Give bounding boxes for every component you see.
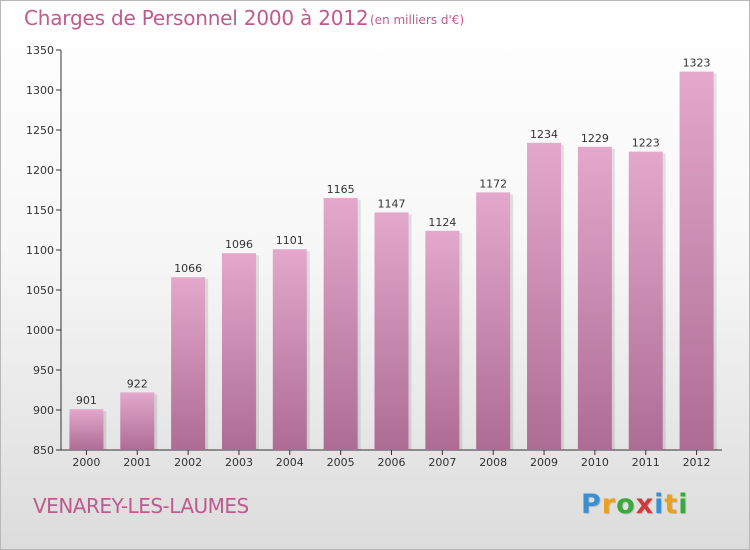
x-tick-label: 2006 bbox=[378, 456, 406, 469]
x-tick-label: 2005 bbox=[327, 456, 355, 469]
x-tick-label: 2010 bbox=[581, 456, 609, 469]
y-tick-label: 900 bbox=[33, 404, 54, 417]
y-tick-label: 1000 bbox=[26, 324, 54, 337]
x-tick-label: 2001 bbox=[123, 456, 151, 469]
bar bbox=[171, 277, 206, 450]
data-label: 1124 bbox=[428, 216, 456, 229]
bar bbox=[628, 151, 663, 450]
bar bbox=[577, 146, 612, 451]
y-tick-label: 1100 bbox=[26, 244, 54, 257]
x-tick-label: 2004 bbox=[276, 456, 304, 469]
data-label: 1101 bbox=[276, 234, 304, 247]
data-label: 1234 bbox=[530, 128, 558, 141]
bar bbox=[120, 392, 155, 450]
logo-letter: x bbox=[635, 489, 655, 520]
y-tick-label: 1300 bbox=[26, 84, 54, 97]
x-tick-label: 2002 bbox=[174, 456, 202, 469]
data-label: 1165 bbox=[327, 183, 355, 196]
data-label: 922 bbox=[127, 377, 148, 390]
x-tick-label: 2009 bbox=[530, 456, 558, 469]
x-tick-label: 2000 bbox=[72, 456, 100, 469]
x-tick-label: 2008 bbox=[479, 456, 507, 469]
x-tick-label: 2007 bbox=[428, 456, 456, 469]
y-tick-label: 950 bbox=[33, 364, 54, 377]
logo-letter: o bbox=[616, 489, 636, 520]
chart-subtitle: (en milliers d'€) bbox=[370, 13, 465, 27]
bar bbox=[221, 253, 256, 450]
data-label: 901 bbox=[76, 394, 97, 407]
data-label: 1223 bbox=[632, 137, 660, 150]
logo-letter: P bbox=[581, 489, 602, 520]
data-label: 1096 bbox=[225, 238, 253, 251]
x-tick-label: 2011 bbox=[632, 456, 660, 469]
y-tick-label: 1050 bbox=[26, 284, 54, 297]
y-tick-label: 1200 bbox=[26, 164, 54, 177]
y-tick-label: 850 bbox=[33, 444, 54, 457]
bar bbox=[425, 230, 460, 450]
logo-letter: i bbox=[654, 489, 665, 520]
town-name: VENAREY-LES-LAUMES bbox=[33, 494, 249, 518]
data-label: 1172 bbox=[479, 177, 507, 190]
bar bbox=[476, 192, 511, 450]
bar bbox=[679, 71, 714, 450]
data-label: 1323 bbox=[683, 57, 711, 70]
bar bbox=[272, 249, 307, 450]
bar bbox=[69, 409, 104, 450]
proxiti-logo: Proxiti bbox=[581, 489, 689, 520]
data-label: 1066 bbox=[174, 262, 202, 275]
chart-title: Charges de Personnel 2000 à 2012 bbox=[24, 6, 369, 30]
bar bbox=[374, 212, 409, 450]
y-tick-label: 1150 bbox=[26, 204, 54, 217]
logo-letter: i bbox=[678, 489, 689, 520]
data-label: 1229 bbox=[581, 132, 609, 145]
x-tick-label: 2003 bbox=[225, 456, 253, 469]
bar bbox=[527, 142, 562, 451]
logo-letter: r bbox=[601, 489, 617, 520]
x-tick-label: 2012 bbox=[683, 456, 711, 469]
logo-letter: t bbox=[664, 489, 679, 520]
data-label: 1147 bbox=[378, 197, 406, 210]
y-tick-label: 1250 bbox=[26, 124, 54, 137]
y-tick-label: 1350 bbox=[26, 44, 54, 57]
bar bbox=[323, 198, 358, 450]
